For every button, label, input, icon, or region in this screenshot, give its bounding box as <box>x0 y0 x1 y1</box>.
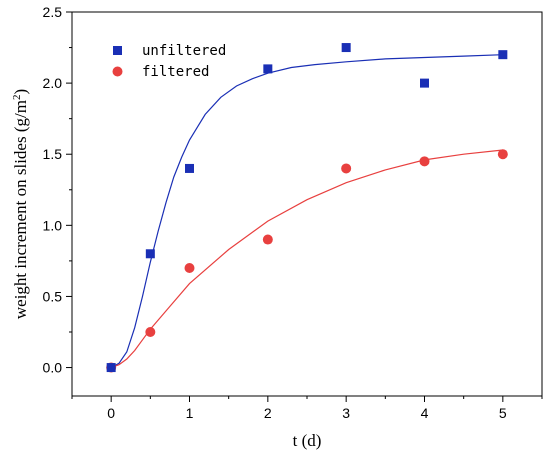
point-unfiltered <box>420 78 429 88</box>
fit-curve-filtered <box>110 149 503 369</box>
point-unfiltered <box>185 163 194 173</box>
tick-labels: 0 1 2 3 4 5 0.0 0.5 1.0 1.5 2.0 2.5 <box>43 4 507 421</box>
point-unfiltered <box>106 363 116 373</box>
y-tick-label: 0.5 <box>43 288 63 304</box>
x-tick-label: 0 <box>107 405 115 421</box>
x-tick-label: 5 <box>499 405 507 421</box>
y-axis-title-main: weight increment on slides (g/m <box>11 100 30 319</box>
legend: unfiltered filtered <box>112 43 226 80</box>
x-tick-label: 3 <box>342 405 350 421</box>
tick-marks <box>66 11 543 402</box>
legend-marker-filtered <box>112 66 123 77</box>
point-unfiltered <box>263 64 273 74</box>
y-axis-title: weight increment on slides (g/m2) <box>11 89 30 319</box>
y-tick-label: 1.5 <box>43 146 63 162</box>
legend-label-filtered: filtered <box>142 64 209 80</box>
y-tick-label: 0.0 <box>43 360 63 376</box>
y-axis-title-close: ) <box>11 89 30 95</box>
y-axis-title-sup: 2 <box>11 95 23 101</box>
point-unfiltered <box>145 249 155 259</box>
point-filtered <box>262 234 273 245</box>
point-filtered <box>419 156 430 167</box>
x-tick-label: 1 <box>186 405 194 421</box>
fit-curve-unfiltered <box>110 54 503 369</box>
x-axis-title: t (d) <box>293 431 322 450</box>
point-unfiltered <box>498 50 508 60</box>
x-tick-label: 2 <box>264 405 272 421</box>
fit-curves <box>110 54 503 369</box>
y-tick-label: 1.0 <box>43 217 63 233</box>
y-tick-label: 2.0 <box>43 75 63 91</box>
point-filtered <box>145 327 156 337</box>
y-tick-label: 2.5 <box>43 4 63 20</box>
legend-label-unfiltered: unfiltered <box>142 43 226 59</box>
point-filtered <box>184 263 195 273</box>
point-unfiltered <box>341 43 351 53</box>
data-points <box>106 43 508 373</box>
point-filtered <box>341 163 352 174</box>
point-filtered <box>497 149 508 160</box>
x-tick-label: 4 <box>421 405 429 421</box>
legend-marker-unfiltered <box>113 46 122 55</box>
